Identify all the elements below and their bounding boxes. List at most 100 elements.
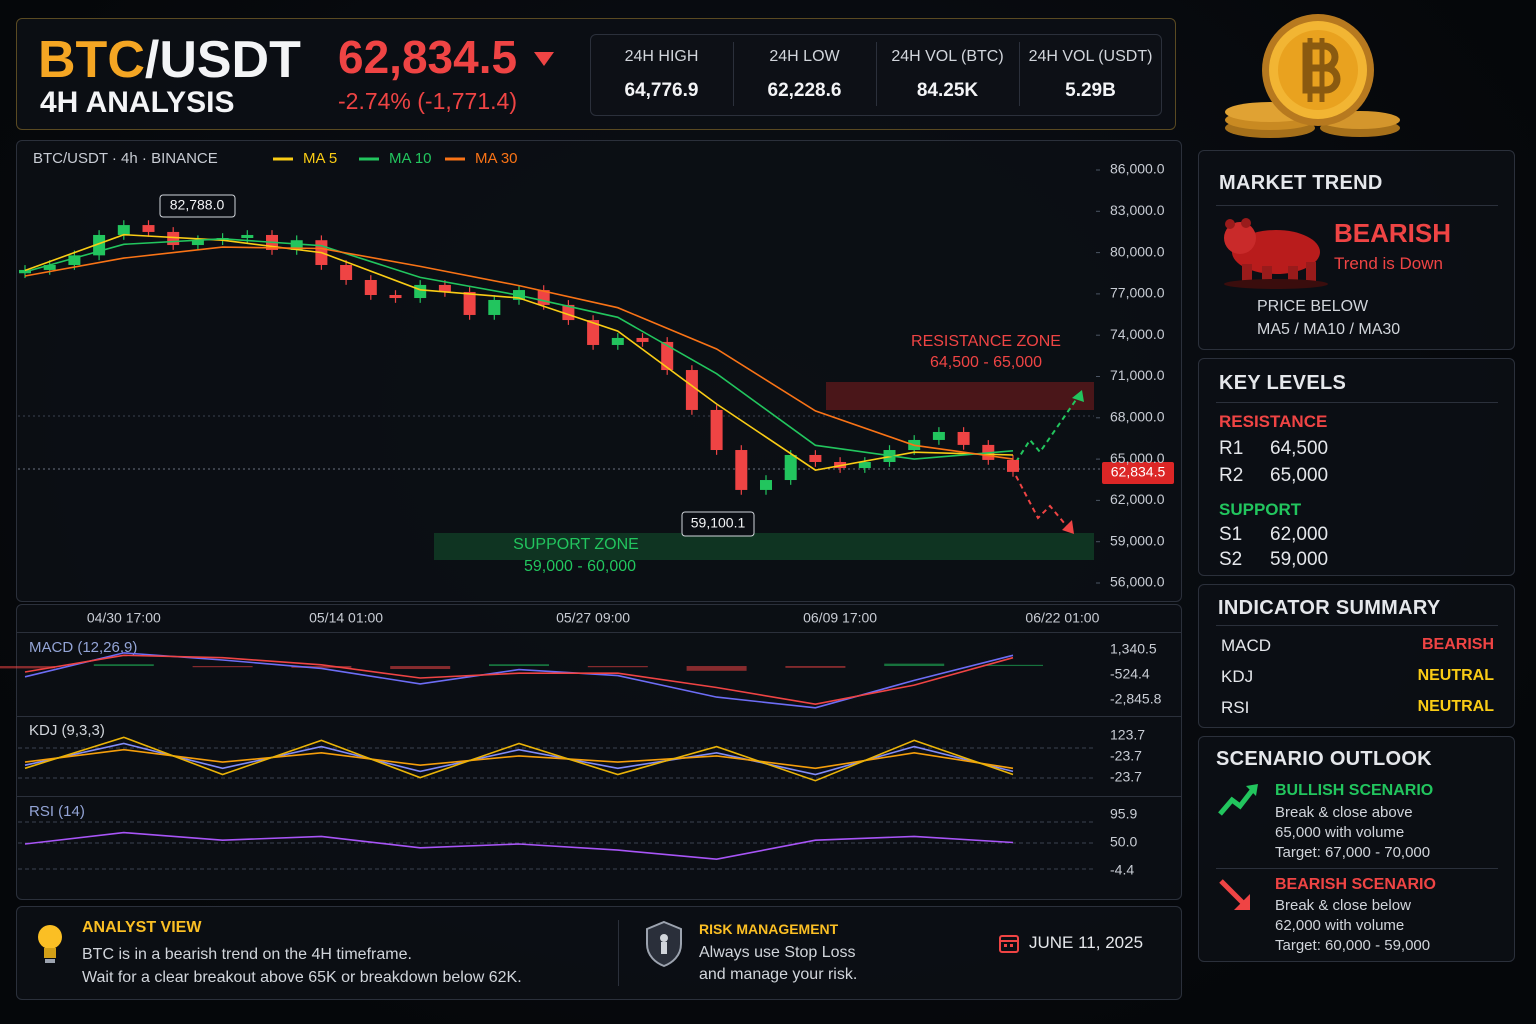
x-tick-label: 05/14 01:00 xyxy=(309,610,383,626)
candle-body xyxy=(587,320,600,345)
footer-line: BTC is in a bearish trend on the 4H time… xyxy=(82,946,412,963)
y-tick-label: 62,000.0 xyxy=(1110,491,1165,507)
trend-detail: Trend is Down xyxy=(1334,254,1443,273)
separator xyxy=(1019,42,1020,106)
stat-value: 64,776.9 xyxy=(624,80,699,101)
panel-title: KEY LEVELS xyxy=(1219,372,1347,394)
histogram-bar xyxy=(489,664,549,667)
scenario-line: Target: 60,000 - 59,000 xyxy=(1275,937,1431,954)
histogram-bar xyxy=(93,664,154,667)
bull-arrowhead xyxy=(1072,390,1084,402)
footer-line: Wait for a clear breakout above 65K or b… xyxy=(82,969,522,986)
candle-body xyxy=(710,409,723,451)
ma-line xyxy=(24,233,1014,471)
date: JUNE 11, 2025 xyxy=(1029,933,1144,952)
stat-label: 24H LOW xyxy=(769,48,840,65)
footer-title: ANALYST VIEW xyxy=(82,919,202,936)
y-tick-label: 56,000.0 xyxy=(1110,574,1165,590)
histogram-bar xyxy=(686,666,747,671)
axis-label: -23.7 xyxy=(1110,769,1142,785)
axis-label: -4.4 xyxy=(1110,862,1134,878)
indicator-name: MACD xyxy=(1221,636,1272,655)
panel-title: KDJ (9,3,3) xyxy=(29,722,105,739)
shield-icon xyxy=(646,920,682,968)
candle-body xyxy=(957,431,970,445)
y-tick-label: 86,000.0 xyxy=(1110,161,1165,177)
candle-body xyxy=(438,284,451,292)
scenario-panel xyxy=(1198,736,1515,962)
candle-body xyxy=(191,240,204,246)
footer-title: RISK MANAGEMENT xyxy=(699,921,839,937)
resistance-label: RESISTANCE ZONE xyxy=(911,333,1061,350)
resistance-zone xyxy=(826,382,1094,410)
indicator-summary-panel xyxy=(1198,584,1515,728)
candle-body xyxy=(488,299,501,315)
level-name: R2 xyxy=(1219,465,1244,486)
candle-body xyxy=(1007,459,1019,472)
bear-path xyxy=(1015,475,1071,531)
chart-title: BTC/USDT · 4h · BINANCE xyxy=(33,150,218,167)
axis-label: 123.7 xyxy=(1110,727,1145,743)
bulb-icon xyxy=(38,925,62,963)
bear-arrow-icon xyxy=(1219,879,1250,910)
separator xyxy=(17,716,1181,717)
separator xyxy=(1216,625,1498,626)
ma-line xyxy=(24,246,1014,460)
annotation-box xyxy=(681,511,755,537)
scenario-line: 65,000 with volume xyxy=(1275,824,1405,841)
annotation-box xyxy=(159,194,236,218)
indicator-name: RSI xyxy=(1221,698,1250,717)
low-annotation: 59,100.1 xyxy=(691,515,746,531)
axis-label: -2,845.8 xyxy=(1110,691,1162,707)
trend: BEARISH xyxy=(1334,218,1452,248)
footer-line: and manage your risk. xyxy=(699,966,858,983)
axis-label: 50.0 xyxy=(1110,834,1137,850)
indicator-name: KDJ xyxy=(1221,667,1254,686)
candle-body xyxy=(340,264,353,280)
y-tick-label: 83,000.0 xyxy=(1110,202,1165,218)
candle-body xyxy=(142,225,155,232)
y-tick-label: 65,000.0 xyxy=(1110,450,1165,466)
y-tick-label: 77,000.0 xyxy=(1110,285,1165,301)
y-tick-label: 71,000.0 xyxy=(1110,367,1165,383)
scenario-title: BULLISH SCENARIO xyxy=(1275,782,1434,799)
panel-title: MARKET TREND xyxy=(1219,172,1383,194)
indicator-line xyxy=(24,736,1014,782)
panel-title: INDICATOR SUMMARY xyxy=(1218,597,1441,619)
bear-icon xyxy=(1224,218,1328,289)
axis-label: 1,340.5 xyxy=(1110,641,1157,657)
support-label: SUPPORT ZONE xyxy=(513,536,639,553)
resistance-title: RESISTANCE xyxy=(1219,412,1328,431)
price: 62,834.5 xyxy=(338,31,518,83)
indicator-status: BEARISH xyxy=(1421,636,1494,653)
trend-note: MA5 / MA10 / MA30 xyxy=(1257,321,1401,338)
candle-body xyxy=(414,284,427,299)
indicator-status: NEUTRAL xyxy=(1417,667,1494,684)
trend-note: PRICE BELOW xyxy=(1257,298,1369,315)
indicator-status: NEUTRAL xyxy=(1417,698,1494,715)
separator xyxy=(17,632,1181,633)
calendar-icon xyxy=(999,935,1019,953)
support-zone xyxy=(434,533,1094,560)
level-value: 64,500 xyxy=(1270,438,1329,459)
key-levels-panel xyxy=(1198,358,1515,576)
indicator-line xyxy=(24,831,1014,861)
indicator-panel xyxy=(16,604,1182,900)
separator xyxy=(1216,205,1498,206)
footer-panel xyxy=(16,906,1182,1000)
candle-body xyxy=(735,450,748,490)
panel-title: SCENARIO OUTLOOK xyxy=(1216,748,1432,770)
candle-body xyxy=(117,225,130,235)
pair-quote: /USDT xyxy=(144,31,301,89)
level-value: 62,000 xyxy=(1270,524,1329,545)
y-tick-label: 74,000.0 xyxy=(1110,326,1165,342)
pair-base: BTC xyxy=(38,31,145,89)
legend-label: MA 5 xyxy=(303,150,337,167)
stat-label: 24H HIGH xyxy=(624,48,699,65)
price-change: -2.74% (-1,771.4) xyxy=(338,88,517,114)
histogram-bar xyxy=(291,666,352,668)
stat-label: 24H VOL (USDT) xyxy=(1028,48,1153,65)
candle-body xyxy=(43,264,56,270)
y-tick-label: 80,000.0 xyxy=(1110,243,1165,259)
